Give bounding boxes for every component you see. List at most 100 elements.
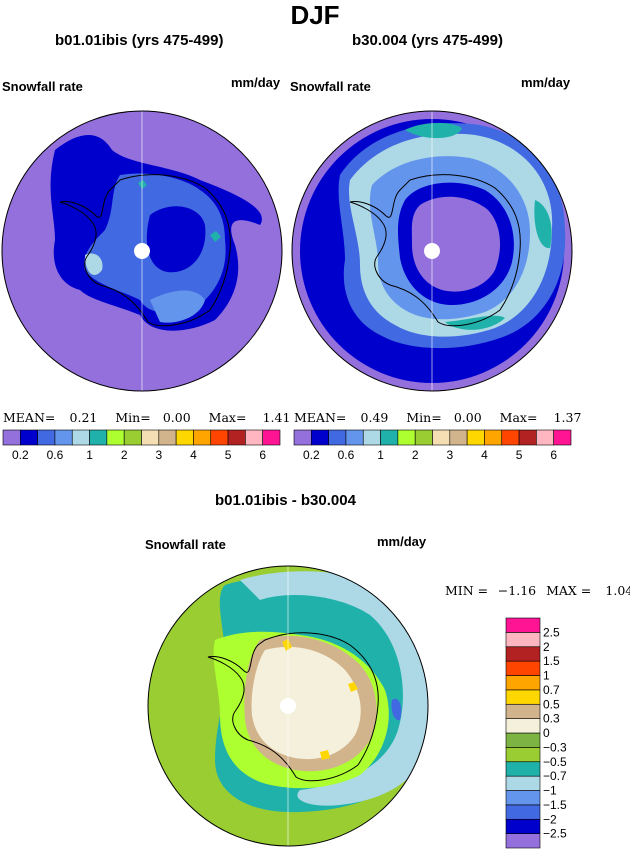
colorbar-b-tick-label: 0.2 (303, 448, 320, 462)
colorbar-a-swatch (20, 429, 38, 446)
colorbar-a-tick-label: 0.2 (12, 448, 29, 462)
panel-a-coastline (59, 174, 231, 327)
panel-a-max-value: 1.41 (262, 410, 291, 425)
colorbar-diff-tick-label: −0.5 (543, 755, 567, 769)
panel-diff-min-value: −1.16 (497, 583, 537, 598)
panel-diff-coastline (207, 632, 379, 782)
panel-diff-peak-yellow-2 (348, 682, 358, 692)
colorbar-b-swatch (553, 429, 572, 446)
colorbar-diff-swatch (505, 804, 541, 820)
colorbar-b-tick-label: 3 (446, 448, 453, 462)
colorbar-a-tick-label: 4 (190, 448, 197, 462)
colorbar-diff-swatch (505, 818, 541, 834)
panel-a-mean-value: 0.21 (69, 410, 98, 425)
colorbar-diff-swatch (505, 617, 541, 633)
panel-b-max-label: Max= (499, 410, 538, 425)
colorbar-b-swatch (293, 429, 312, 446)
colorbar-b-swatch (397, 429, 416, 446)
colorbar-diff-swatch (505, 632, 541, 648)
panel-b-mean-label: MEAN= (294, 410, 347, 425)
colorbar-a-swatch (141, 429, 160, 446)
colorbar-diff-tick-label: −0.7 (543, 769, 567, 783)
panel-diff-max-value: 1.04 (605, 583, 630, 598)
panel-a-variable: Snowfall rate (2, 79, 83, 94)
colorbar-diff-swatch (505, 761, 541, 777)
panel-b-min-value: 0.00 (453, 410, 482, 425)
colorbar-b-swatch (518, 429, 537, 446)
panel-diff-interior-pale (251, 646, 361, 760)
colorbar-a-swatch (175, 429, 194, 446)
colorbar-diff-swatch (505, 703, 541, 719)
colorbar-b-tick-label: 5 (516, 448, 523, 462)
panel-diff-max-label: MAX = (546, 583, 592, 598)
colorbar-b-tick-label: 6 (550, 448, 557, 462)
colorbar-b-swatch (328, 429, 347, 446)
panel-a-mean-label: MEAN= (3, 410, 56, 425)
map-panel-a (1, 110, 283, 392)
panel-diff-units: mm/day (377, 534, 427, 549)
map-panel-diff (147, 565, 429, 847)
colorbar-b-swatch (345, 429, 364, 446)
colorbar-diff-tick-label: 0.5 (543, 697, 560, 711)
colorbar-a-tick-label: 0.6 (47, 448, 64, 462)
colorbar-diff-swatch (505, 833, 541, 849)
panel-a-stats: MEAN= 0.21 Min= 0.00 Max= 1.41 (3, 410, 290, 425)
colorbar-a-swatch (89, 429, 108, 446)
colorbar-a-tick-label: 3 (155, 448, 162, 462)
colorbar-b-tick-label: 4 (481, 448, 488, 462)
panel-b-min-label: Min= (406, 410, 442, 425)
colorbar-a-tick-label: 1 (86, 448, 93, 462)
colorbar-diff-tick-label: −1.5 (543, 798, 567, 812)
colorbar-a-swatch (106, 429, 125, 446)
colorbar-a-swatch (123, 429, 142, 446)
map-panel-b (291, 110, 573, 392)
panel-b-map-border (291, 110, 573, 392)
colorbar-diff-tick-label: 0.7 (543, 683, 560, 697)
colorbar-a-swatch (71, 429, 90, 446)
panel-a-map-border (1, 110, 283, 392)
panel-diff-stats: MIN = −1.16 MAX = 1.04 (445, 583, 630, 598)
panel-a-pole-marker (134, 243, 150, 259)
colorbar-b-swatch (380, 429, 399, 446)
figure-title: DJF (290, 0, 340, 30)
panel-diff-band-lightblue (240, 571, 428, 806)
colorbar-a-swatch (245, 429, 263, 446)
colorbar-diff-swatch (505, 775, 541, 791)
panel-a-snow-interior (146, 206, 206, 273)
colorbar-diff-swatch (505, 675, 541, 691)
colorbar-a-tick-label: 5 (225, 448, 232, 462)
colorbar-a-swatch (54, 429, 73, 446)
colorbar-diff-swatch (505, 790, 541, 806)
panel-a-snow-pale (85, 253, 103, 275)
colorbar-b-swatch (484, 429, 503, 446)
colorbar-panel-a: 0.2 0.6 1 2 3 4 5 6 (2, 429, 281, 462)
panel-a-min-label: Min= (115, 410, 151, 425)
colorbar-diff-tick-label: −2 (543, 812, 557, 826)
colorbar-a-swatch (210, 429, 229, 446)
colorbar-diff-tick-label: −0.3 (543, 740, 567, 754)
colorbar-diff-tick-label: 0 (543, 726, 550, 740)
panel-b-coastline (349, 174, 521, 327)
colorbar-diff: −2.5−2−1.5−1−0.7−0.5−0.300.30.50.711.522… (505, 617, 567, 849)
colorbar-diff-swatch (505, 732, 541, 748)
panel-b-teal-2 (534, 200, 552, 249)
colorbar-diff-tick-label: 0.3 (543, 712, 560, 726)
colorbar-b-swatch (466, 429, 485, 446)
panel-a-min-value: 0.00 (162, 410, 191, 425)
colorbar-diff-swatch (505, 747, 541, 763)
colorbar-diff-tick-label: 1.5 (543, 654, 560, 668)
colorbar-diff-tick-label: 2.5 (543, 625, 560, 639)
panel-b-interior-purple (411, 196, 501, 292)
colorbar-a-tick-label: 6 (259, 448, 266, 462)
panel-diff-pole-marker (280, 698, 296, 714)
panel-diff-negative-blue (391, 698, 402, 721)
panel-diff-min-label: MIN = (445, 583, 489, 598)
colorbar-diff-tick-label: 1 (543, 669, 550, 683)
panel-a-units: mm/day (231, 75, 281, 90)
panel-diff-peak-yellow-1 (282, 639, 292, 651)
colorbar-diff-swatch (505, 718, 541, 734)
panel-diff-peak-yellow-3 (320, 750, 330, 760)
panel-b-teal-1 (405, 122, 462, 139)
colorbar-a-swatch (158, 429, 177, 446)
